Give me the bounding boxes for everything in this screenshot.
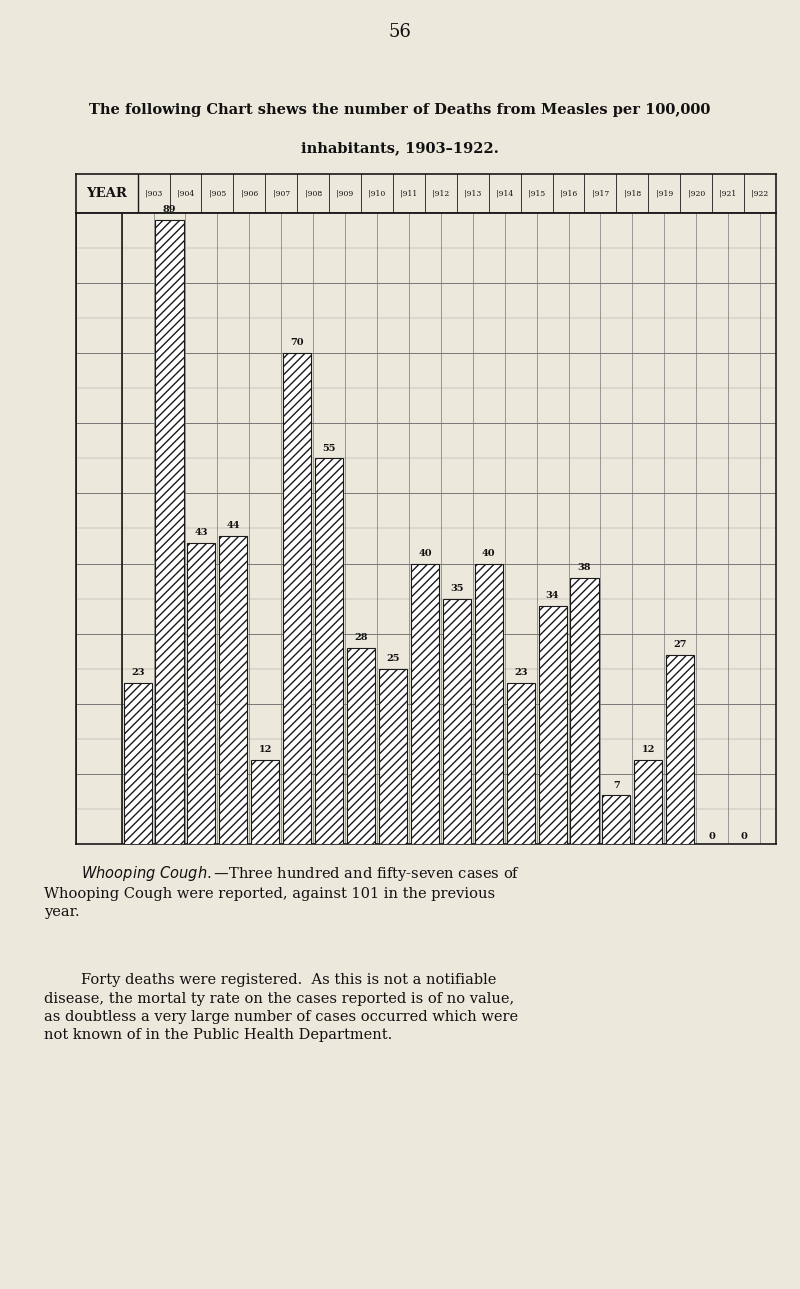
Text: |903: |903	[145, 189, 162, 197]
Text: 35: 35	[450, 584, 463, 593]
Bar	[602, 795, 630, 844]
Bar	[634, 761, 662, 844]
Text: 23: 23	[514, 668, 527, 677]
Text: 44: 44	[226, 521, 240, 530]
Text: 40: 40	[482, 549, 495, 558]
Bar	[538, 606, 566, 844]
Text: |905: |905	[209, 189, 226, 197]
Text: 0: 0	[709, 831, 715, 840]
Text: YEAR: YEAR	[86, 187, 127, 200]
Text: |906: |906	[241, 189, 258, 197]
Bar	[442, 598, 471, 844]
Bar	[379, 669, 407, 844]
Text: 40: 40	[418, 549, 432, 558]
Text: $\mathit{Whooping\ Cough.}$—Three hundred and fifty-seven cases of
Whooping Coug: $\mathit{Whooping\ Cough.}$—Three hundre…	[44, 864, 520, 919]
Text: 28: 28	[354, 633, 368, 642]
Text: |912: |912	[432, 189, 450, 197]
Bar	[155, 219, 183, 844]
Text: |910: |910	[368, 189, 386, 197]
Text: 38: 38	[578, 563, 591, 572]
Text: |914: |914	[496, 189, 514, 197]
Text: |919: |919	[656, 189, 673, 197]
Bar	[506, 683, 534, 844]
Text: 27: 27	[674, 641, 687, 650]
Text: |916: |916	[560, 189, 577, 197]
Text: Forty deaths were registered.  As this is not a notifiable
disease, the mortal t: Forty deaths were registered. As this is…	[44, 973, 518, 1043]
Text: |917: |917	[592, 189, 609, 197]
Text: inhabitants, 1903–1922.: inhabitants, 1903–1922.	[301, 142, 499, 156]
Text: 56: 56	[389, 23, 411, 41]
Text: |907: |907	[273, 189, 290, 197]
Bar	[347, 648, 375, 844]
Text: 12: 12	[642, 745, 655, 754]
Text: |922: |922	[751, 189, 769, 197]
Text: 25: 25	[386, 655, 400, 664]
Text: 70: 70	[290, 339, 304, 348]
Text: |920: |920	[687, 189, 705, 197]
Text: The following Chart shews the number of Deaths from Measles per 100,000: The following Chart shews the number of …	[90, 103, 710, 117]
Text: |913: |913	[464, 189, 482, 197]
Bar	[123, 683, 152, 844]
Text: 43: 43	[194, 528, 208, 538]
Text: |921: |921	[719, 189, 737, 197]
Text: 34: 34	[546, 592, 559, 601]
Text: |911: |911	[400, 189, 418, 197]
Bar	[474, 563, 502, 844]
Bar	[283, 353, 311, 844]
Bar	[251, 761, 279, 844]
Text: |904: |904	[177, 189, 194, 197]
Bar	[411, 563, 439, 844]
Text: 55: 55	[322, 443, 336, 452]
Text: |915: |915	[528, 189, 546, 197]
Bar	[219, 535, 247, 844]
Bar	[315, 459, 343, 844]
Text: 12: 12	[258, 745, 272, 754]
Text: 7: 7	[613, 781, 620, 790]
Bar	[666, 655, 694, 844]
Text: |909: |909	[337, 189, 354, 197]
Text: 23: 23	[131, 668, 144, 677]
Text: 89: 89	[162, 205, 176, 214]
Bar	[187, 543, 215, 844]
Bar	[570, 577, 598, 844]
Text: |908: |908	[305, 189, 322, 197]
Text: 0: 0	[741, 831, 747, 840]
Text: |918: |918	[624, 189, 641, 197]
